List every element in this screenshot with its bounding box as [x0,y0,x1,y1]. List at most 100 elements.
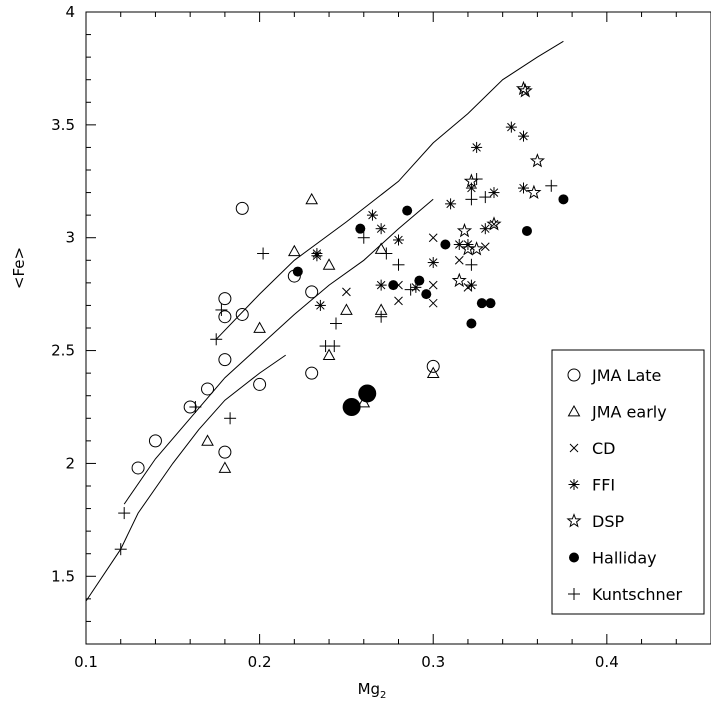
data-point-open-triangle [322,258,336,270]
data-point-asterisk [375,279,387,291]
model-curve [85,354,286,602]
x-tick-label: 0.4 [595,653,619,671]
x-tick-label: 0.3 [421,653,445,671]
data-point-plus [257,247,270,260]
data-point-asterisk [427,257,439,269]
data-point-open-circle [305,366,319,380]
data-point-filled-circle [355,223,366,234]
data-point-asterisk [505,121,517,133]
y-tick-label: 3 [65,229,75,247]
data-point-plus [465,258,478,271]
y-tick-label: 1.5 [51,567,75,585]
data-point-open-triangle [218,461,232,473]
data-point-plus [545,179,558,192]
data-point-open-circle [426,359,440,373]
data-point-open-triangle [253,321,266,333]
data-point-open-star [456,222,473,238]
data-point-asterisk [314,299,326,311]
data-points [114,80,569,556]
data-point-asterisk [465,279,477,291]
data-point-plus [404,283,417,296]
legend-entry: DSP [566,512,624,531]
data-point-cross [428,298,438,308]
model-curves [85,40,564,602]
data-point-filled-circle-large [342,398,361,416]
legend-label: JMA Late [591,366,661,385]
model-curve [215,40,564,340]
data-point-plus [210,333,223,346]
data-point-open-star [468,241,485,256]
data-point-open-circle [305,285,319,299]
data-point-cross [394,296,403,306]
data-point-open-star [515,80,532,96]
data-point-open-circle [218,292,232,306]
data-point-open-star [526,184,542,199]
legend: JMA Late JMA early CD FFI DSP Halliday Kuntsch… [551,349,705,615]
data-point-asterisk [471,141,483,153]
data-point-filled-circle [402,205,413,216]
data-point-plus [465,193,478,206]
data-point-plus [118,507,131,520]
data-point-open-circle [201,382,215,396]
data-point-filled-circle [414,275,425,286]
data-point-open-triangle [287,244,301,257]
legend-marker-open-triangle [567,404,581,417]
legend-entry: Kuntschner [568,585,683,604]
legend-entry: JMA early [567,403,667,422]
data-point-filled-circle [421,289,432,300]
y-axis-label: <Fe> [10,247,28,289]
axis-ticks: 0.1 0.2 0.3 0.4 1.5 2 2.5 3 3.5 4 [51,3,677,671]
legend-marker-open-star [566,513,582,528]
data-point-open-triangle [340,303,353,315]
data-point-open-circle [218,310,232,324]
data-point-asterisk [518,130,529,142]
data-point-cross [428,280,438,290]
data-point-plus [114,543,127,556]
data-point-plus [224,412,237,425]
legend-entry: CD [569,439,616,458]
data-point-open-triangle [201,434,214,446]
data-point-filled-circle [466,318,477,329]
data-point-open-star [451,272,467,288]
data-point-asterisk [445,198,457,210]
data-point-asterisk [518,182,529,194]
data-point-open-circle [218,445,232,459]
data-point-asterisk [311,250,323,262]
data-point-open-circle [253,377,267,391]
data-point-filled-circle [521,225,532,236]
legend-entry: Halliday [569,549,657,568]
data-point-cross [428,233,438,243]
data-point-asterisk [393,234,404,246]
data-point-filled-circle-large [358,384,377,403]
data-point-cross [480,242,490,252]
data-point-cross [342,287,351,297]
data-point-open-triangle [426,366,440,379]
data-point-open-circle [131,461,145,475]
data-point-plus [215,303,228,316]
data-point-open-star [486,216,502,231]
legend-label: FFI [592,476,615,495]
data-point-open-star [517,83,533,98]
data-point-open-circle [235,201,249,215]
legend-label: Halliday [592,549,657,568]
data-point-plus [380,247,393,260]
data-point-filled-circle [476,298,487,309]
legend-label: DSP [592,512,624,531]
data-point-filled-circle [292,266,303,277]
data-point-open-circle [235,307,249,321]
y-tick-label: 2.5 [51,342,75,360]
data-point-asterisk [366,209,378,221]
legend-marker-filled-circle [569,552,579,563]
legend-label: Kuntschner [592,585,683,604]
data-point-plus [479,191,492,204]
x-axis-label: Mg2 [358,680,387,701]
data-point-asterisk [488,187,500,199]
data-point-plus [392,258,405,271]
data-point-filled-circle [558,194,569,205]
x-tick-label: 0.1 [74,653,98,671]
y-tick-label: 4 [65,3,75,21]
data-point-asterisk [479,223,491,235]
data-point-filled-circle [440,239,451,250]
data-point-plus [357,231,370,244]
data-point-plus [328,340,341,353]
